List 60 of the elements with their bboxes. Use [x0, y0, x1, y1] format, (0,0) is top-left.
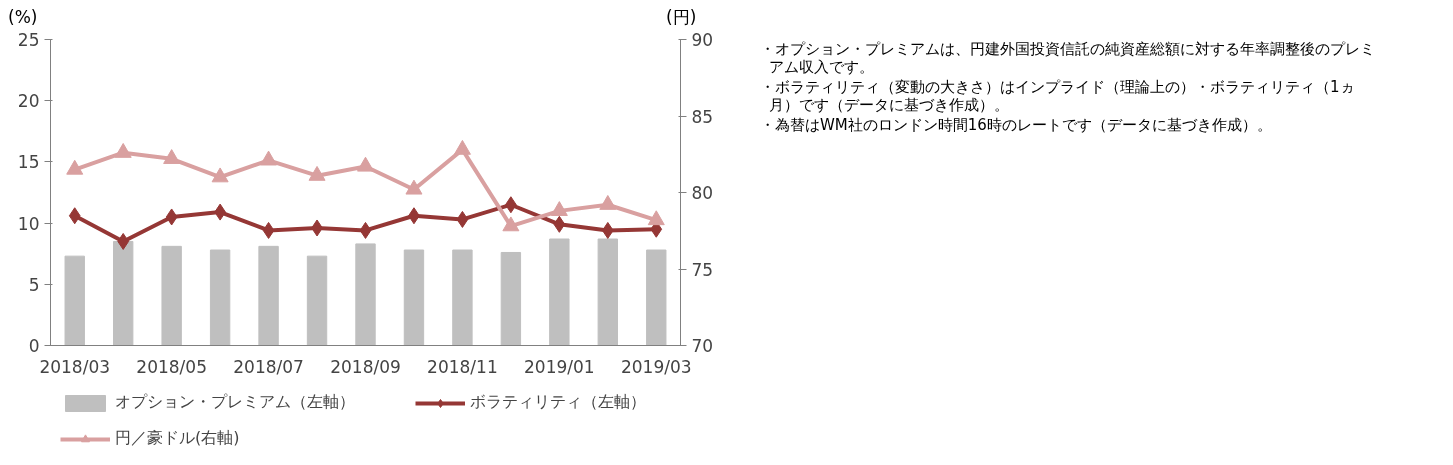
point — [647, 210, 665, 226]
x-tick-label: 2018/09 — [330, 356, 401, 377]
point — [68, 207, 81, 225]
text: ・ボラティリティ（変動の大きさ）はインプライド（理論上の）・ボラティリティ（1ヵ月）です（データに基づき作成）。 — [760, 78, 1356, 114]
point — [601, 222, 614, 240]
y2-axis-title: (円) — [666, 7, 697, 27]
point — [308, 166, 326, 182]
legend-label: ボラティリティ（左軸） — [470, 392, 646, 414]
y2-tick-label: 80 — [691, 183, 714, 204]
bar — [306, 255, 328, 346]
point — [405, 179, 423, 195]
y-tick-label: 5 — [28, 275, 40, 296]
point — [114, 143, 132, 159]
bar — [646, 249, 667, 346]
point — [260, 150, 278, 166]
bar — [500, 252, 522, 346]
point — [599, 195, 617, 211]
bar — [597, 238, 618, 346]
y-tick-label: 25 — [17, 30, 40, 51]
y2-tick-label: 70 — [691, 336, 714, 357]
y2-tick-label: 90 — [691, 30, 714, 51]
bar — [258, 246, 279, 346]
text: ・為替はWM社のロンドン時間16時のレートです（データに基づき作成）。 — [760, 116, 1273, 134]
x-tick-label: 2018/11 — [427, 356, 498, 377]
x-tick-label: 2018/05 — [136, 356, 207, 377]
y-axis-title: (%) — [8, 7, 38, 27]
point — [359, 222, 372, 240]
text: ・オプション・プレミアムは、円建外国投資信託の純資産総額に対する年率調整後のプレミアム収入です。 — [760, 40, 1376, 76]
bar — [549, 238, 570, 346]
bar — [113, 241, 134, 346]
legend-label: オプション・プレミアム（左軸） — [115, 392, 355, 414]
bar — [64, 255, 85, 346]
point — [165, 208, 178, 226]
point — [553, 216, 566, 234]
y-tick-label: 20 — [17, 91, 40, 112]
legend-label: 円／豪ドル(右軸) — [115, 428, 240, 450]
point — [66, 160, 84, 175]
point — [502, 216, 520, 232]
y2-tick-label: 85 — [691, 106, 714, 127]
point — [456, 211, 469, 229]
point — [357, 157, 374, 172]
point — [550, 201, 568, 217]
bar — [452, 249, 473, 346]
point — [163, 149, 181, 165]
bar — [355, 243, 376, 346]
y2-tick-label: 75 — [691, 259, 714, 280]
x-tick-label: 2019/01 — [524, 356, 595, 377]
x-tick-label: 2019/03 — [620, 356, 692, 377]
y-tick-label: 10 — [17, 213, 40, 234]
bar — [403, 249, 425, 346]
x-tick-label: 2018/03 — [39, 356, 111, 377]
x-tick-label: 2018/07 — [233, 356, 304, 377]
y-tick-label: 15 — [17, 152, 40, 173]
bar — [161, 246, 182, 346]
point — [453, 140, 471, 156]
point — [211, 167, 229, 183]
point — [262, 222, 275, 240]
point — [117, 233, 130, 251]
y-tick-label: 0 — [28, 336, 40, 357]
bar — [209, 249, 231, 346]
